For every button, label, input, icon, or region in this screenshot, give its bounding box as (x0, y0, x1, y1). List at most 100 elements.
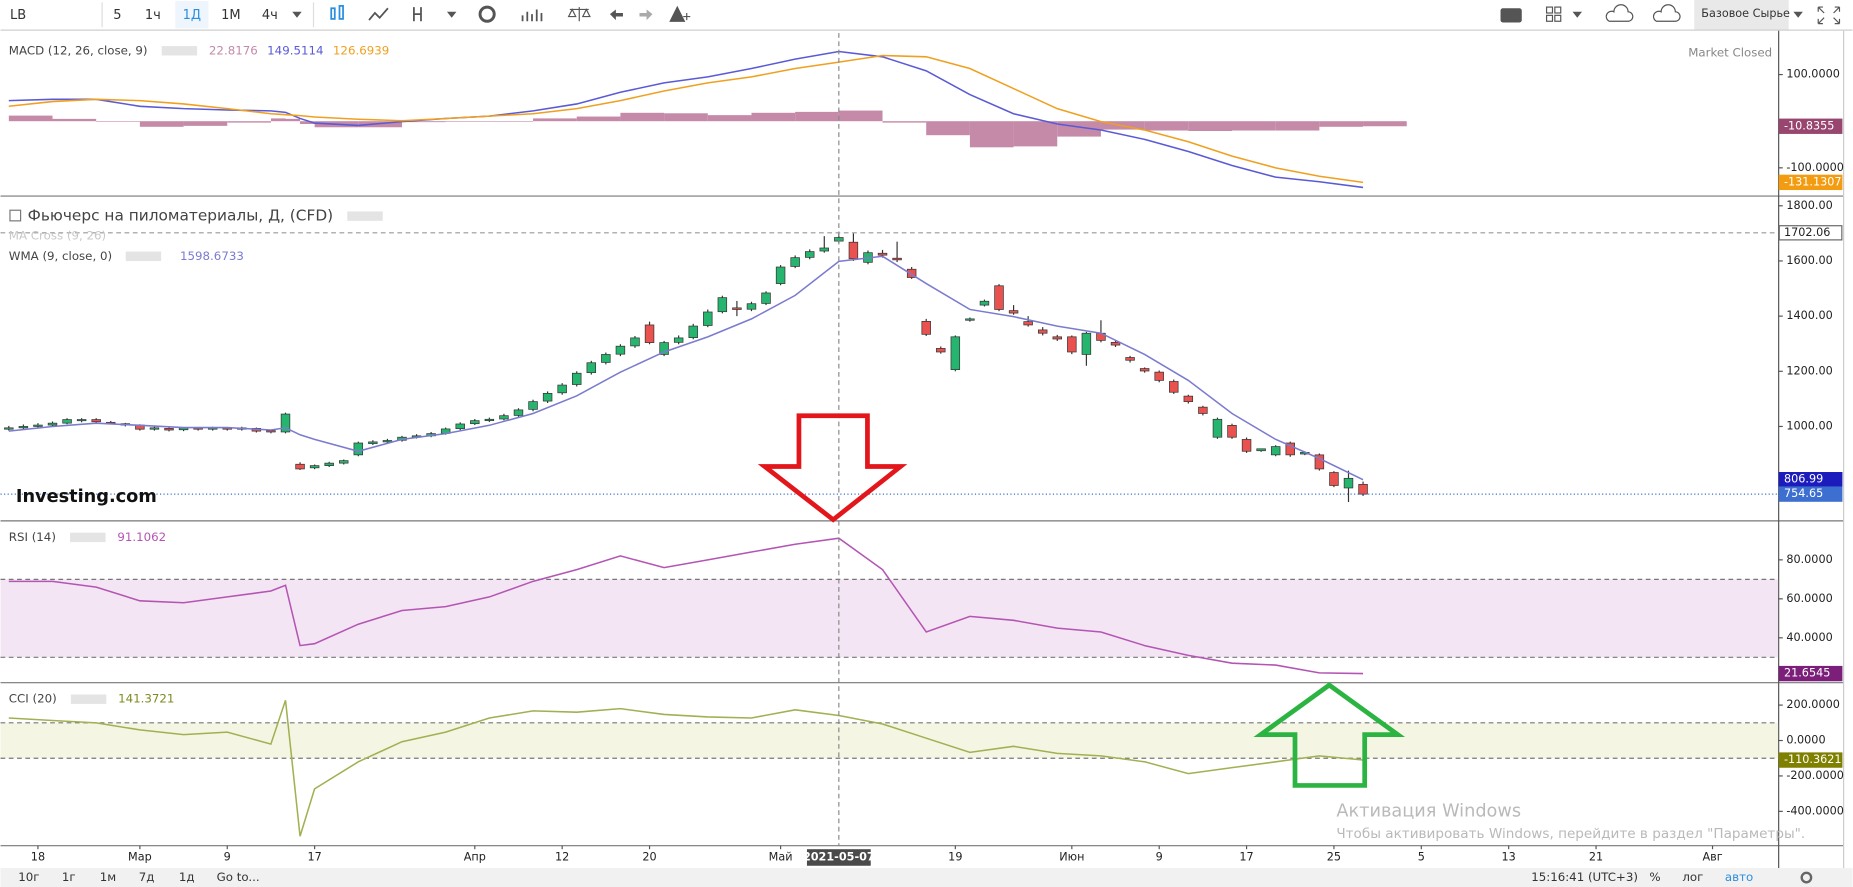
candle-body (295, 463, 305, 470)
range-button[interactable]: 1д (179, 870, 195, 884)
candle-body (542, 392, 553, 402)
y-tick-label: 80.0000 (1786, 553, 1832, 566)
candle-body (528, 401, 538, 410)
auto-toggle[interactable]: авто (1725, 870, 1753, 884)
camera-icon[interactable] (1500, 8, 1522, 23)
interval[interactable]: 5 (113, 8, 121, 23)
indicator-icon[interactable] (413, 7, 422, 22)
candle-body (950, 336, 961, 370)
percent-toggle[interactable]: % (1649, 870, 1660, 884)
candle-body (484, 418, 495, 422)
dropdown-icon[interactable] (1572, 11, 1583, 18)
candle-body (630, 337, 640, 347)
interval[interactable]: 1Д (183, 8, 201, 23)
green-arrow (1253, 682, 1406, 788)
candle-body (149, 427, 160, 430)
market-status: Market Closed (1688, 46, 1772, 60)
log-toggle[interactable]: лог (1682, 870, 1703, 884)
candle-body (62, 419, 72, 424)
candle-body (877, 252, 888, 256)
scale-icon[interactable] (567, 7, 591, 22)
fullscreen-icon[interactable] (1817, 6, 1841, 25)
histogram-bar (969, 121, 1014, 148)
histogram-bar (1232, 121, 1276, 131)
candle-body (382, 440, 393, 443)
candle-body (339, 460, 349, 464)
x-tick-label: 17 (307, 850, 321, 863)
histogram-bar (445, 121, 490, 122)
pane-title: Фьючерс на пиломатериалы, Д, (CFD) (28, 207, 333, 225)
candle-body (659, 342, 669, 355)
candle-body (47, 422, 58, 426)
range-button[interactable]: 7д (139, 870, 155, 884)
line-icon[interactable] (368, 7, 389, 21)
candles-icon[interactable] (330, 5, 344, 20)
x-tick-label: Апр (464, 850, 486, 863)
interval[interactable]: 1М (221, 8, 240, 23)
candle-body (1023, 321, 1033, 326)
candle-body (1110, 341, 1121, 346)
candle-body (1358, 484, 1368, 495)
y-tick-label: -100.0000 (1786, 161, 1844, 174)
indicator-line (8, 537, 1364, 675)
candle-body (1067, 336, 1077, 353)
histogram-bar (489, 121, 534, 122)
undo-icon[interactable] (609, 9, 623, 21)
clock: 15:16:41 (UTC+3) (1531, 870, 1638, 884)
candle-body (76, 419, 87, 422)
x-tick-label: 13 (1502, 850, 1516, 863)
dropdown-icon[interactable] (446, 11, 457, 18)
price-tag-label: -110.3621 (1784, 753, 1842, 766)
layout-icon[interactable] (1545, 6, 1562, 22)
histogram-bar (707, 115, 752, 122)
legend-icons (161, 46, 198, 56)
histogram-bar (401, 121, 446, 123)
alert-icon[interactable] (669, 5, 691, 22)
red-arrow (757, 413, 908, 523)
hidden-indicator: MA Cross (9, 26) (9, 229, 106, 243)
range-button[interactable]: 10г (18, 870, 39, 884)
category-box[interactable] (1694, 0, 1789, 30)
legend-value: 141.3721 (118, 692, 174, 706)
settings-icon[interactable] (478, 5, 496, 23)
logo: Investing.com (16, 487, 157, 507)
goto-button[interactable]: Go to... (217, 870, 260, 884)
symbol[interactable]: LB (10, 8, 26, 23)
dropdown-icon[interactable] (1793, 11, 1803, 18)
crosshair-label: 2021-05-07 (803, 850, 875, 863)
dropdown-icon[interactable] (292, 11, 302, 18)
pane-title: RSI (14) (9, 530, 56, 544)
candle-body (586, 362, 597, 374)
frame (0, 30, 1845, 869)
redo-icon[interactable] (639, 9, 653, 21)
settings-icon[interactable] (1800, 871, 1813, 884)
legend-icons (125, 251, 162, 262)
histogram-bar (882, 121, 927, 123)
price-tag-label: 806.99 (1784, 473, 1823, 486)
indicator-line (8, 54, 1364, 184)
category[interactable]: Базовое Сырье (1701, 7, 1790, 20)
candle-body (906, 268, 917, 278)
x-tick-label: Авг (1702, 850, 1722, 863)
toolbar-bg (0, 0, 1853, 30)
watermark-text: Чтобы активировать Windows, перейдите в … (1336, 826, 1805, 842)
histogram-bar (926, 121, 970, 136)
candle-body (1008, 310, 1019, 314)
candle-body (804, 251, 815, 258)
candle-body (513, 409, 524, 416)
cloud-save-icon[interactable] (1652, 4, 1681, 22)
price-tag-label: -131.1307 (1784, 175, 1842, 188)
crosshair-label-bg (806, 849, 871, 866)
histogram-bar (664, 113, 708, 122)
interval[interactable]: 1ч (145, 8, 161, 23)
cloud-load-icon[interactable] (1605, 4, 1634, 22)
histogram-bar (533, 118, 577, 122)
compare-icon[interactable] (521, 9, 543, 22)
interval[interactable]: 4ч (262, 8, 278, 23)
legend-value: 1598.6733 (180, 249, 244, 263)
bottom-bar-bg (0, 868, 1853, 887)
range-button[interactable]: 1г (62, 870, 76, 884)
range-button[interactable]: 1м (100, 870, 116, 884)
legend-icons (70, 532, 106, 543)
price-tag (1778, 225, 1843, 241)
